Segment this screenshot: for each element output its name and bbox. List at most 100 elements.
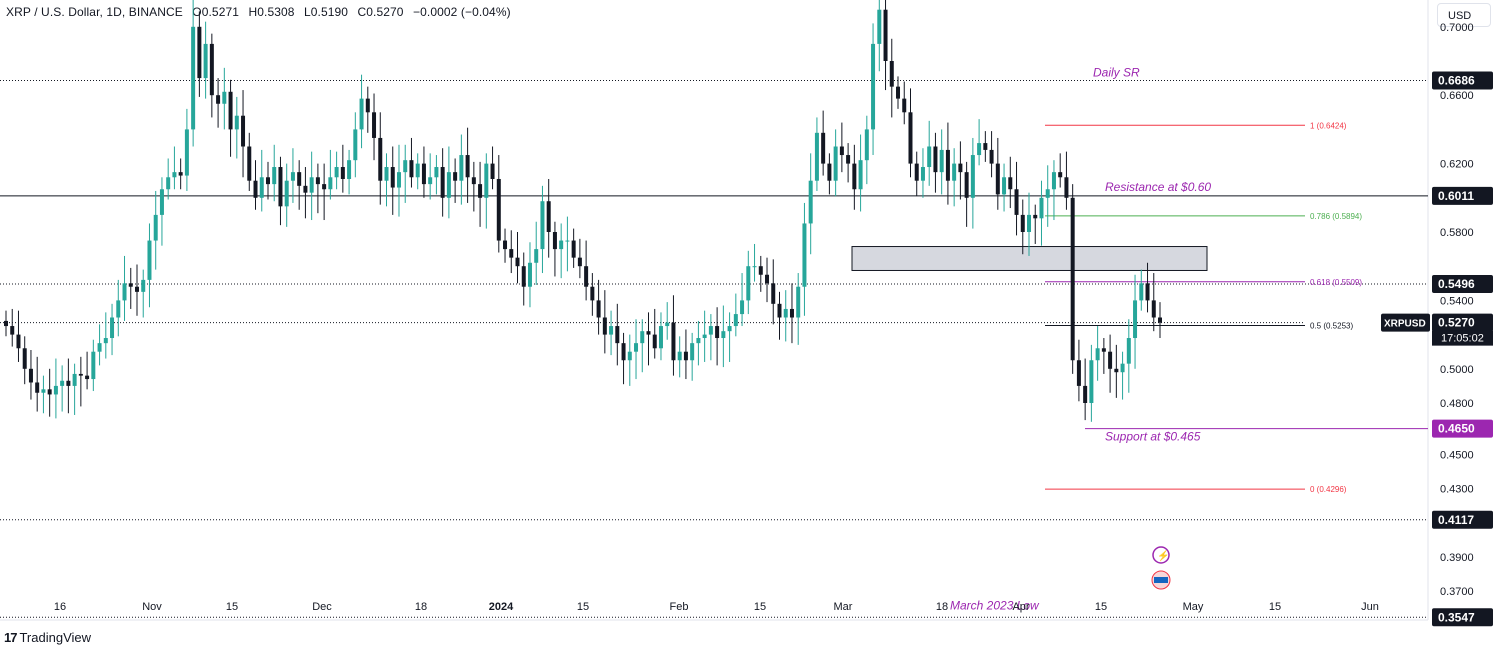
candle-body <box>353 129 358 161</box>
candle <box>602 290 607 354</box>
candle <box>1095 326 1100 381</box>
candle <box>85 351 90 390</box>
tradingview-logo[interactable]: 17 TradingView <box>4 630 91 645</box>
candle <box>671 295 676 376</box>
candle <box>1064 151 1069 210</box>
candle <box>340 144 345 193</box>
candle-body <box>970 155 975 198</box>
candle <box>740 273 745 327</box>
price-tick-label: 0.4800 <box>1440 398 1474 410</box>
candle-body <box>421 163 426 185</box>
candle-body <box>746 266 751 301</box>
candle-body <box>272 167 277 185</box>
candle <box>702 310 707 362</box>
candle <box>209 33 214 118</box>
candle <box>521 252 526 306</box>
candle <box>883 0 888 91</box>
open-value: O0.5271 <box>192 5 240 19</box>
annotation-label: Daily SR <box>1093 65 1140 79</box>
currency-button[interactable]: USD <box>1437 3 1491 27</box>
candle <box>303 167 308 219</box>
candle-body <box>1114 368 1119 373</box>
candle-body <box>85 375 90 380</box>
candle <box>41 375 46 414</box>
candle <box>552 221 557 277</box>
candle <box>609 310 614 356</box>
candle <box>284 163 289 227</box>
candle <box>727 312 732 362</box>
candle <box>1002 163 1007 212</box>
candle-body <box>920 167 925 181</box>
candle <box>1039 180 1044 246</box>
candle <box>10 308 15 347</box>
candle-body <box>10 326 15 335</box>
candle <box>858 134 863 212</box>
candle <box>715 307 720 366</box>
candle-body <box>1126 338 1131 364</box>
tradingview-logo-text: TradingView <box>19 630 92 645</box>
price-label-bg <box>1432 313 1493 332</box>
candle <box>359 74 364 149</box>
candle-body <box>284 180 289 207</box>
candle-body <box>789 308 794 318</box>
candle-body <box>609 326 614 335</box>
candle <box>571 228 576 268</box>
candle <box>503 228 508 263</box>
tradingview-logo-icon: 17 <box>4 630 18 645</box>
candle <box>821 110 826 176</box>
candle-body <box>259 177 264 198</box>
candle-body <box>1145 283 1150 301</box>
candle <box>216 78 221 128</box>
candle-body <box>166 177 171 190</box>
candle-body <box>858 160 863 190</box>
candle <box>509 230 514 274</box>
candle <box>66 358 71 414</box>
candle-body <box>571 240 576 258</box>
candle <box>1101 338 1106 374</box>
candle <box>658 312 663 361</box>
candle <box>814 117 819 191</box>
candle-body <box>103 338 108 344</box>
symbol-tag: XRPUSD <box>1384 319 1426 330</box>
candle <box>253 160 258 210</box>
candle <box>1145 262 1150 313</box>
candle <box>372 93 377 161</box>
candle-body <box>222 91 227 104</box>
candle <box>347 149 352 195</box>
candle-body <box>128 283 133 287</box>
price-label-bg <box>1432 608 1493 627</box>
price-tick-label: 0.6200 <box>1440 159 1474 171</box>
time-tick-label: 15 <box>1095 601 1107 613</box>
candle <box>365 86 370 133</box>
candle <box>665 302 670 340</box>
candle-body <box>247 146 252 181</box>
candle-body <box>983 143 988 150</box>
candle <box>1027 192 1032 256</box>
candle <box>802 202 807 316</box>
candle <box>690 332 695 381</box>
annotation-label: Resistance at $0.60 <box>1105 180 1211 194</box>
candle-body <box>771 283 776 304</box>
candle-body <box>846 155 851 164</box>
candle-body <box>434 167 439 178</box>
candle <box>1089 344 1094 422</box>
candle <box>1139 269 1144 311</box>
candle-body <box>396 172 401 188</box>
candle <box>964 161 969 227</box>
candle-body <box>1076 360 1081 386</box>
candle-body <box>315 177 320 185</box>
candle <box>16 310 21 362</box>
candle-body <box>527 262 532 287</box>
candle-body <box>783 308 788 318</box>
candle-body <box>347 160 352 179</box>
candle-body <box>116 300 121 318</box>
candle <box>353 112 358 178</box>
candle-body <box>110 317 115 339</box>
symbol-title: XRP / U.S. Dollar, 1D, BINANCE <box>6 5 183 19</box>
candle <box>615 303 620 366</box>
candle <box>35 356 40 412</box>
candle-body <box>852 163 857 190</box>
candle-body <box>72 373 77 386</box>
candle-body <box>634 343 639 352</box>
